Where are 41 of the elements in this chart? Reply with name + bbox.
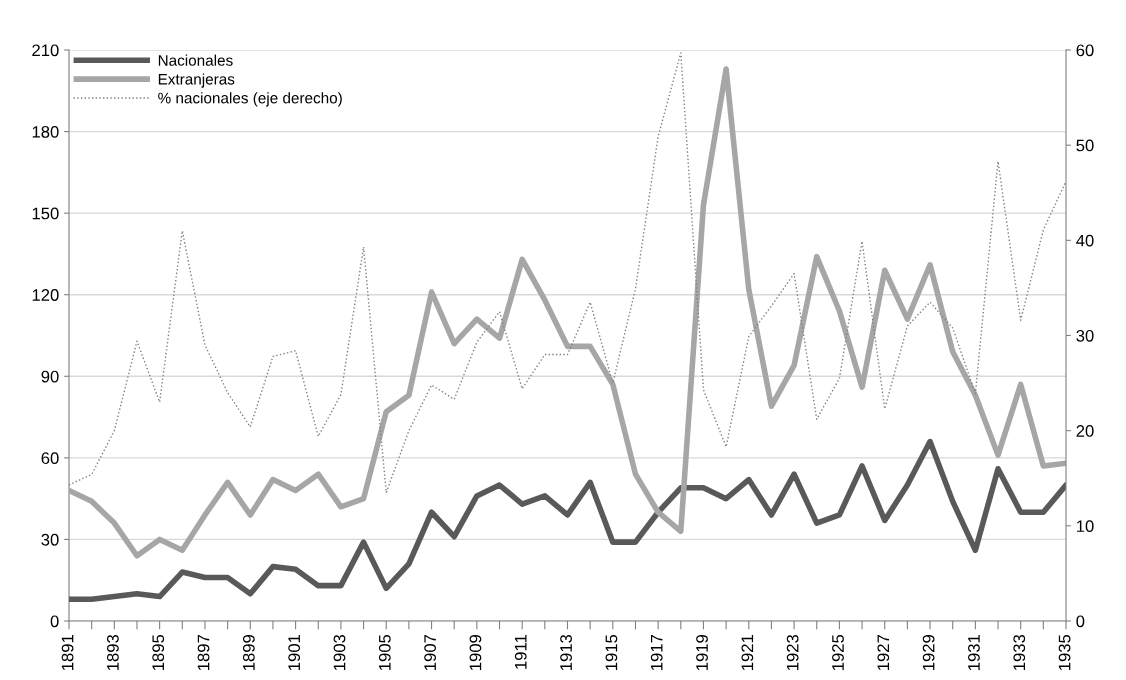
x-tick-label: 1903 [333, 634, 346, 670]
legend-label: % nacionales (eje derecho) [158, 92, 342, 107]
x-tick-label: 1925 [832, 634, 844, 670]
x-tick-label: 1931 [968, 635, 980, 670]
x-tick-label: 1909 [469, 634, 482, 670]
x-tick-label: 1929 [922, 634, 935, 670]
x-tick-label: 1935 [1058, 634, 1071, 670]
y2-tick-label: 40 [1076, 234, 1094, 247]
x-tick-label: 1921 [741, 635, 754, 670]
y-tick-label: 180 [32, 125, 59, 138]
x-tick-label: 1917 [650, 635, 663, 670]
x-tick-label: 1897 [197, 635, 210, 670]
y-tick-label: 210 [32, 44, 59, 57]
y2-tick-label: 60 [1076, 44, 1094, 57]
x-tick-label: 1905 [378, 634, 391, 670]
y-tick-label: 150 [32, 207, 59, 220]
y-tick-label: 90 [41, 370, 59, 383]
y2-tick-label: 50 [1076, 139, 1094, 152]
x-tick-label: 1899 [242, 634, 255, 670]
x-tick-label: 1913 [560, 634, 572, 670]
y2-tick-label: 10 [1076, 520, 1094, 533]
x-tick-label: 1919 [696, 634, 708, 670]
y-tick-label: 120 [32, 289, 59, 301]
y-tick-label: 0 [50, 615, 59, 628]
x-tick-label: 1907 [424, 635, 437, 670]
x-tick-label: 1901 [288, 635, 301, 670]
legend-label: Extranjeras [158, 73, 235, 88]
x-tick-label: 1923 [786, 634, 799, 670]
y-tick-label: 60 [41, 452, 59, 465]
legend-label: Nacionales [158, 54, 233, 66]
x-tick-label: 1895 [152, 634, 165, 670]
y-tick-label: 30 [41, 533, 59, 546]
x-tick-label: 1893 [106, 634, 119, 670]
x-tick-label: 1891 [61, 635, 74, 670]
x-tick-label: 1915 [605, 634, 618, 670]
x-tick-label: 1911 [514, 635, 527, 669]
x-tick-label: 1933 [1013, 634, 1026, 670]
y2-tick-label: 30 [1076, 329, 1094, 342]
y2-tick-label: 0 [1076, 615, 1085, 628]
y2-tick-label: 20 [1076, 425, 1094, 437]
x-tick-label: 1927 [877, 635, 890, 670]
